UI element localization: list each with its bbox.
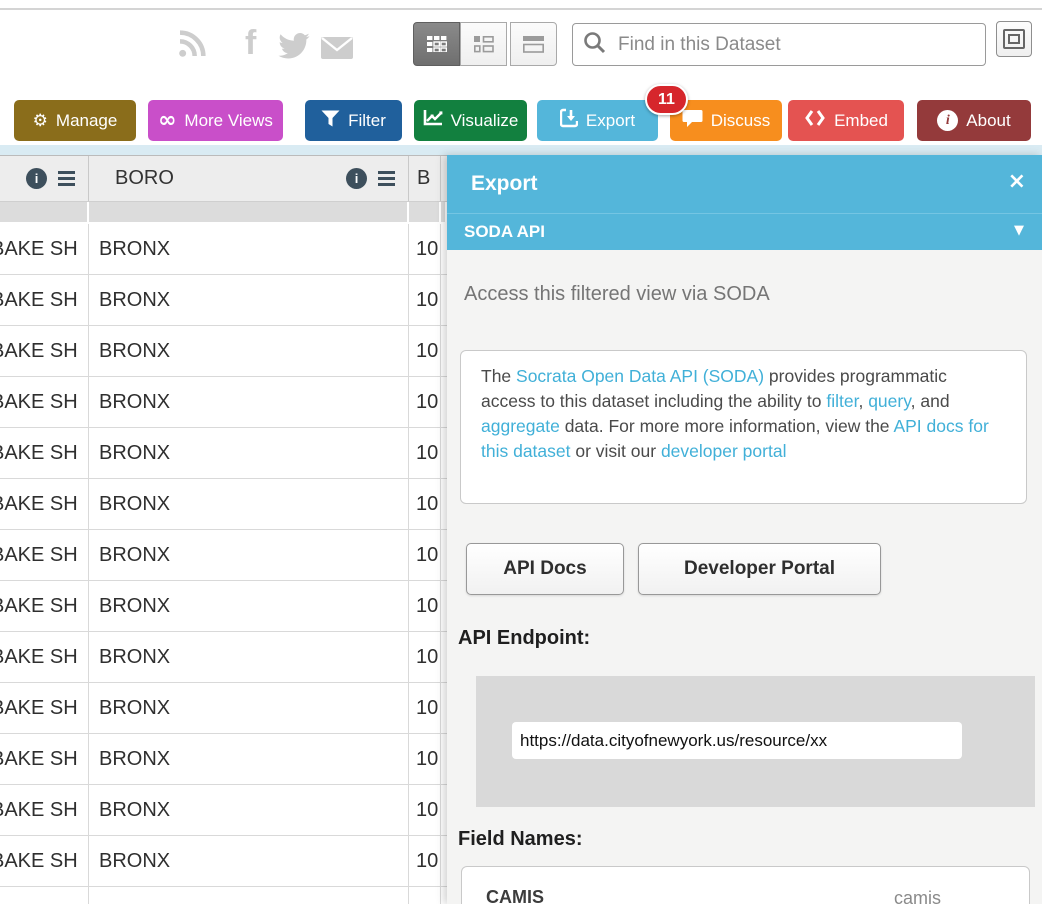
export-download-icon (559, 108, 579, 133)
more-views-button[interactable]: ∞ More Views (148, 100, 283, 141)
column-label: BORO (115, 167, 174, 189)
more-views-label: More Views (184, 110, 273, 130)
field-name: CAMIS (486, 887, 544, 904)
field-names-label: Field Names: (458, 828, 583, 850)
find-in-dataset-search (572, 23, 986, 66)
funnel-icon (321, 110, 340, 132)
desc-text: , and (910, 391, 950, 411)
column-label: B (417, 167, 431, 189)
filter-label: Filter (348, 110, 386, 130)
column-menu-icon[interactable] (58, 171, 75, 186)
discuss-label: Discuss (710, 110, 771, 130)
soda-api-label: SODA API (464, 222, 545, 241)
toolbar-divider (0, 145, 1042, 155)
rss-icon[interactable] (176, 28, 208, 65)
about-label: About (966, 110, 1011, 130)
chart-icon (423, 109, 443, 132)
soda-api-section-header[interactable]: SODA API ▼ (447, 213, 1042, 250)
export-panel-header: Export × (447, 155, 1042, 213)
developer-portal-link[interactable]: developer portal (660, 441, 787, 461)
speech-bubble-icon (682, 109, 703, 133)
desc-text: provides programmatic access to this dat… (481, 366, 947, 411)
field-api-name: camis (893, 888, 941, 904)
search-input[interactable] (616, 32, 975, 57)
fullscreen-button[interactable] (996, 21, 1032, 57)
api-docs-link[interactable]: API docs for this dataset (481, 416, 989, 461)
facebook-icon[interactable]: f (245, 24, 257, 62)
manage-button[interactable]: ⚙ Manage (14, 100, 136, 141)
column-header-1[interactable]: i (0, 156, 89, 201)
manage-label: Manage (55, 110, 118, 130)
column-header-building[interactable]: B (409, 156, 441, 201)
query-link[interactable]: query (868, 391, 911, 411)
api-endpoint-box (476, 676, 1035, 807)
visualize-label: Visualize (450, 110, 519, 130)
soda-description-box: The Socrata Open Data API (SODA) provide… (460, 350, 1027, 504)
fullscreen-icon (1003, 29, 1025, 49)
desc-text: The (481, 366, 517, 386)
close-icon[interactable]: × (1007, 169, 1026, 194)
email-icon[interactable] (320, 36, 354, 65)
new-row-strip[interactable] (0, 202, 447, 224)
field-names-box: CAMIS camis (461, 866, 1030, 904)
code-brackets-icon (804, 109, 826, 132)
api-docs-button[interactable]: API Docs (466, 543, 624, 595)
chevron-down-icon: ▼ (1014, 223, 1024, 238)
visualize-button[interactable]: Visualize (414, 100, 527, 141)
filter-button[interactable]: Filter (305, 100, 402, 141)
column-menu-icon[interactable] (378, 171, 395, 186)
table-view-toggle[interactable] (413, 22, 460, 66)
soda-api-link[interactable]: Socrata Open Data API (SODA) (516, 366, 765, 386)
soda-subtitle: Access this filtered view via SODA (464, 283, 770, 305)
api-endpoint-input[interactable] (512, 722, 962, 759)
desc-text: data. For more more information, view th… (559, 416, 894, 436)
export-panel-title: Export (471, 172, 538, 195)
info-icon: i (937, 110, 959, 131)
search-icon (583, 31, 606, 59)
rich-list-view-toggle[interactable] (460, 22, 507, 66)
api-endpoint-label: API Endpoint: (458, 627, 591, 649)
view-toggle-group (413, 22, 557, 66)
column-info-icon[interactable]: i (26, 168, 47, 189)
discuss-button[interactable]: Discuss (670, 100, 782, 141)
developer-portal-button[interactable]: Developer Portal (638, 543, 881, 595)
aggregate-link[interactable]: aggregate (481, 416, 560, 436)
top-divider (0, 8, 1042, 10)
about-button[interactable]: i About (917, 100, 1031, 141)
column-info-icon[interactable]: i (346, 168, 367, 189)
filter-link[interactable]: filter (826, 391, 859, 411)
table-header-row: i BORO i B (0, 156, 447, 202)
twitter-icon[interactable] (278, 33, 310, 64)
export-button[interactable]: Export (537, 100, 658, 141)
discuss-count-badge: 11 (645, 84, 688, 115)
column-header-boro[interactable]: BORO i (89, 156, 409, 201)
embed-label: Embed (834, 110, 888, 130)
export-panel: Export × SODA API ▼ Access this filtered… (447, 155, 1042, 904)
desc-text: , (858, 391, 869, 411)
embed-button[interactable]: Embed (788, 100, 904, 141)
gear-icon: ⚙ (32, 110, 48, 131)
desc-text: or visit our (570, 441, 661, 461)
page-view-toggle[interactable] (510, 22, 557, 66)
export-label: Export (585, 110, 636, 130)
